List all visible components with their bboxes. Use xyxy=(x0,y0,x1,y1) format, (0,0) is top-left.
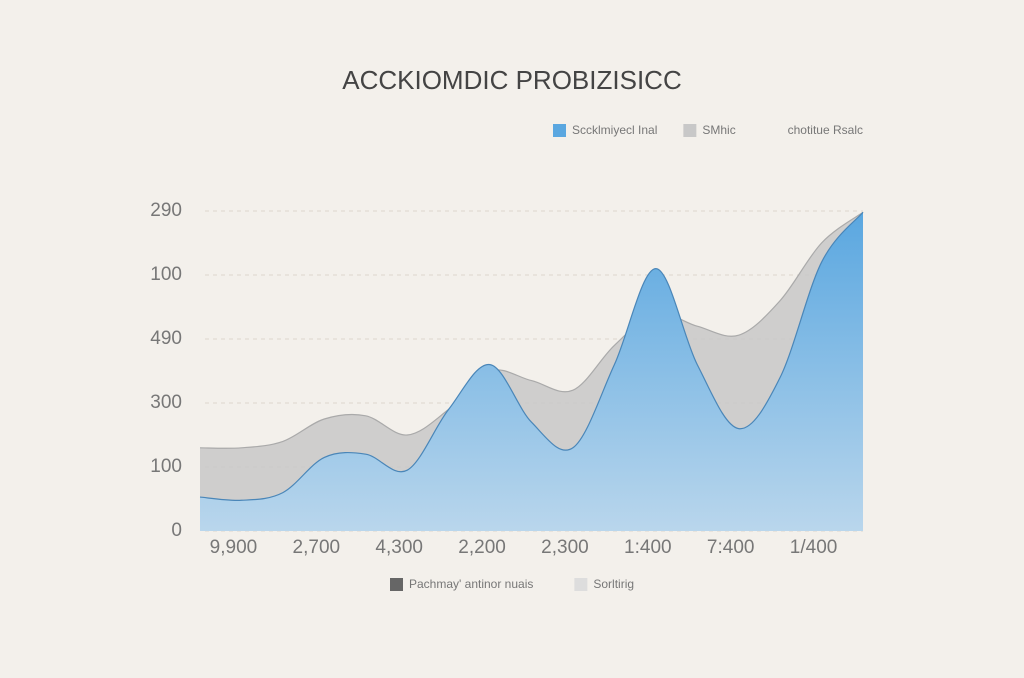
legend-swatch xyxy=(683,124,697,137)
x-tick-label: 4,300 xyxy=(375,537,423,558)
area-line xyxy=(199,211,864,501)
x-tick-label: 9,900 xyxy=(210,537,258,558)
y-tick-label: 100 xyxy=(150,264,182,285)
x-tick-label: 2,700 xyxy=(293,537,341,558)
legend-note: chotitue Rsalc xyxy=(788,123,863,137)
legend-swatch xyxy=(390,578,403,591)
x-tick-label: 2,300 xyxy=(541,537,589,558)
x-tick-label: 2,200 xyxy=(458,537,506,558)
chart-title: ACCKIOMDIC PROBIZISICC xyxy=(342,65,681,95)
y-tick-label: 490 xyxy=(150,328,182,349)
legend-label: Sccklmiyecl Inal xyxy=(572,123,657,137)
y-tick-label: 0 xyxy=(171,520,182,541)
x-tick-label: 7:400 xyxy=(707,537,755,558)
legend-swatch xyxy=(553,124,566,137)
y-tick-label: 290 xyxy=(150,200,182,221)
legend-label: Sorltirig xyxy=(593,577,634,591)
x-tick-label: 1:400 xyxy=(624,537,672,558)
legend-label: SMhic xyxy=(702,123,735,137)
legend-label: Pachmay' antinor nuais xyxy=(409,577,533,591)
area-line xyxy=(199,211,864,449)
area xyxy=(200,212,863,531)
y-tick-label: 300 xyxy=(150,392,182,413)
x-tick-label: 1/400 xyxy=(790,537,838,558)
y-tick-label: 100 xyxy=(150,456,182,477)
legend-swatch xyxy=(574,578,588,591)
